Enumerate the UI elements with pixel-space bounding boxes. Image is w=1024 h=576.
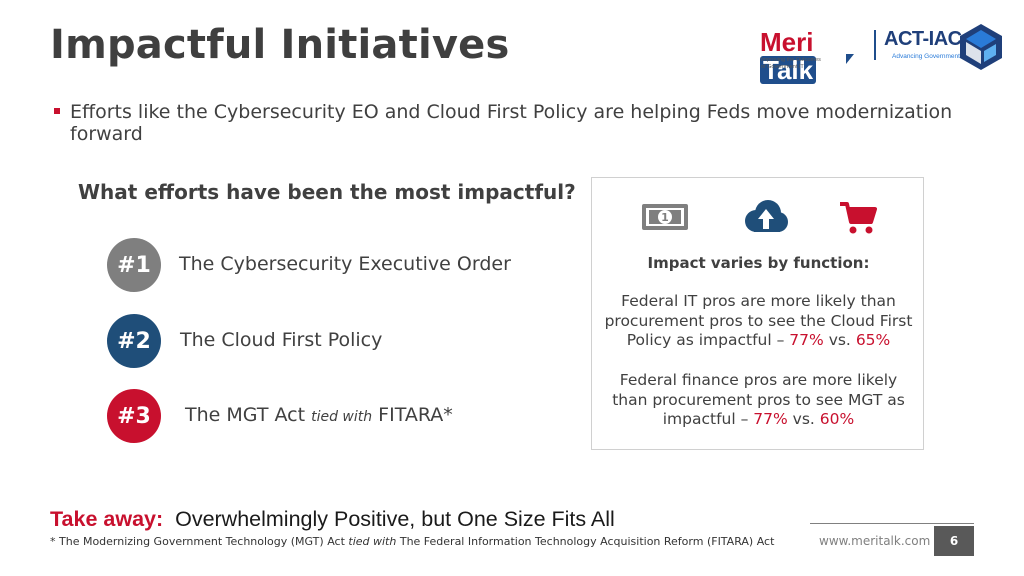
panel-finding-cloud: Federal IT pros are more likely than pro… [602,292,915,351]
cloud-upload-icon [745,200,788,232]
stat-value: 77% [753,410,788,428]
footer-url: www.meritalk.com [819,534,931,548]
page-number: 6 [934,526,974,556]
intro-bullet-text: Efforts like the Cybersecurity EO and Cl… [70,101,953,145]
footnote-part2: The Federal Information Technology Acqui… [399,535,775,548]
footnote: * The Modernizing Government Technology … [50,535,774,548]
rank-3-label-main: The MGT Act [185,404,306,426]
act-iac-emblem-icon [960,24,1002,70]
takeaway-label: Take away: [50,507,164,531]
act-iac-logo: ACT-IAC Advancing Government [884,24,1004,70]
meritalk-logo: MeriTalk Improving the Outcomes of Gover… [760,26,864,84]
stat-value: 60% [819,410,855,428]
footnote-italic: tied with [348,535,397,548]
stat-separator: vs. [792,410,815,428]
rank-3-badge: #3 [107,389,161,443]
rank-3-label-end: FITARA* [378,404,453,426]
rank-3-label-italic: tied with [311,409,373,425]
meritalk-tagline: Improving the Outcomes of Government IT [761,57,821,71]
panel-finding-mgt-text: Federal finance pros are more likely tha… [612,371,905,428]
stat-value: 77% [789,331,824,349]
logo-divider [874,30,876,60]
takeaway-text: Overwhelmingly Positive, but One Size Fi… [175,507,615,531]
panel-heading: Impact varies by function: [647,254,870,272]
meritalk-tagline-line1: Improving the Outcomes [761,57,821,63]
takeaway: Take away: Overwhelmingly Positive, but … [50,507,615,532]
bullet-marker [54,108,60,114]
rank-1-label: The Cybersecurity Executive Order [179,253,511,275]
speech-tail-icon [846,54,854,64]
svg-text:1: 1 [661,211,669,224]
act-iac-logo-name: ACT-IAC [884,28,962,50]
rank-3-label: The MGT Act tied with FITARA* [185,404,453,426]
panel-finding-mgt: Federal finance pros are more likely tha… [602,371,915,430]
rank-1-badge: #1 [107,238,161,292]
slide-title: Impactful Initiatives [50,22,510,68]
rank-2-badge: #2 [107,314,161,368]
survey-question: What efforts have been the most impactfu… [78,180,576,204]
panel-finding-cloud-text: Federal IT pros are more likely than pro… [604,292,913,349]
shopping-cart-icon [840,202,877,234]
meritalk-logo-talk: Talk [760,56,817,84]
stat-separator: vs. [828,331,851,349]
footer-divider [810,523,974,524]
meritalk-tagline-line2: of Government IT [761,64,804,70]
footnote-part1: * The Modernizing Government Technology … [50,535,345,548]
impact-panel: 1 Impact varies by function: Federal IT … [591,177,924,450]
act-iac-logo-tagline: Advancing Government [892,53,960,60]
meritalk-logo-meri: Meri [760,27,814,57]
rank-2-label: The Cloud First Policy [180,329,383,351]
money-icon: 1 [642,204,688,230]
stat-value: 65% [855,331,891,349]
